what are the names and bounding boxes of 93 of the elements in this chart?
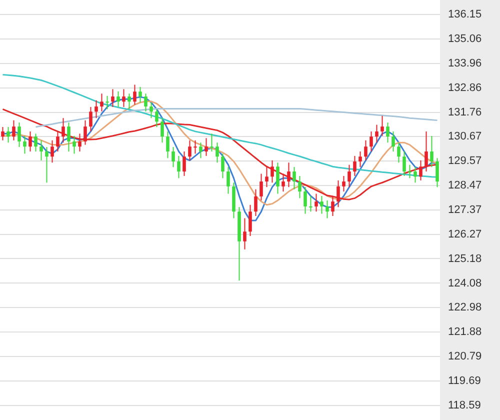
candlestick [221,153,224,179]
candlestick [40,140,43,161]
candlestick [216,142,219,164]
candlestick [430,135,434,168]
candlestick [177,155,180,179]
candlestick [326,200,329,219]
y-tick-label: 131.76 [448,106,482,118]
candlestick [100,93,104,112]
candlestick [226,166,230,194]
candlestick [375,124,378,144]
candlestick [50,140,54,164]
y-tick-label: 130.67 [448,130,482,143]
y-tick-label: 132.86 [448,82,482,94]
candlestick [78,133,82,152]
candlestick [402,150,406,176]
candlestick [166,130,170,159]
candlestick [84,120,87,146]
candlestick [353,155,356,176]
y-tick-label: 121.88 [448,326,482,338]
y-tick-label: 133.96 [448,57,482,70]
candlestick [265,166,268,188]
candlestick [6,126,10,144]
candlestick [160,118,164,144]
candlestick [292,166,296,190]
candlestick [304,186,307,214]
candlestick [364,140,368,161]
candlestick [94,100,98,119]
candlestick [45,146,48,184]
candlestick [56,130,60,152]
candlestick [106,95,109,110]
y-tick-label: 126.27 [448,228,482,241]
candlestick [348,164,351,188]
y-tick-label: 124.08 [448,277,482,290]
candlestick [155,108,158,128]
candlestick [210,133,214,152]
candlestick [122,88,126,108]
candlestick [194,140,197,154]
candlestick [342,175,346,192]
y-tick-label: 125.18 [448,252,482,265]
candlestick [138,86,142,104]
y-tick-label: 136.15 [448,8,482,21]
candlestick [298,175,302,199]
candlestick [182,150,186,176]
candlestick [309,195,312,212]
y-tick-label: 119.69 [448,374,481,387]
candlestick [419,160,422,181]
candlestick [67,122,70,152]
candlestick [72,135,76,154]
candlestick [150,102,153,119]
candlestick [270,160,274,184]
candlestick [144,93,148,112]
candlestick [1,126,4,141]
y-tick-label: 120.79 [448,350,482,362]
candlestick [320,195,324,214]
candlestick [287,162,290,188]
candlestick [254,188,258,217]
candlestick [282,173,285,192]
y-tick-label: 118.59 [448,399,481,412]
y-tick-label: 122.98 [448,302,482,314]
y-tick-label: 127.37 [448,204,482,216]
candlestick [397,142,400,164]
candlestick [12,120,16,141]
candlestick [424,130,428,172]
candlestick [18,122,21,148]
candlestick [392,130,395,152]
candlestick [116,90,120,108]
candlestick [199,142,202,159]
candlestick [28,130,32,152]
candlestick [370,130,373,152]
candlestick [408,164,412,179]
candlestick [128,93,131,110]
candlestick [204,138,208,156]
candlestick [89,106,92,132]
y-tick-label: 129.57 [448,155,482,168]
candlestick [436,158,439,188]
candlestick [111,88,114,108]
candlestick [358,150,362,168]
candlestick [314,193,318,212]
y-tick-label: 128.47 [448,180,482,192]
candlestick [23,135,26,154]
candlestick [248,204,252,237]
candlestick [380,115,384,136]
candlestick [62,118,65,144]
candlestick [243,218,246,250]
y-tick-label: 135.06 [448,32,482,45]
candlestick [276,162,280,194]
candlestick [386,122,390,144]
candlestick [188,140,192,161]
candlestick [414,166,417,184]
candlestick [260,173,263,201]
candlestick [172,146,175,168]
candlestick [133,84,136,106]
candlestick [34,133,38,152]
